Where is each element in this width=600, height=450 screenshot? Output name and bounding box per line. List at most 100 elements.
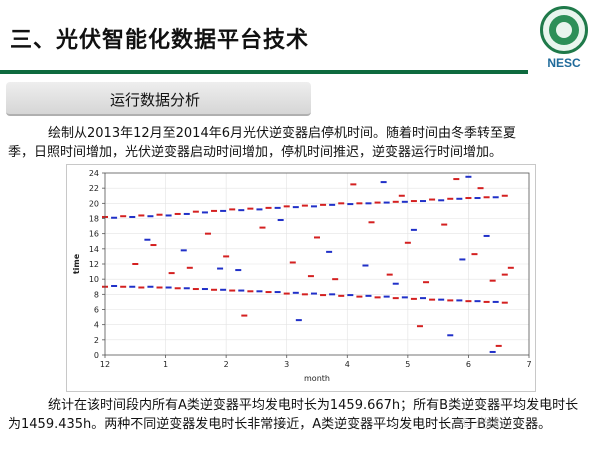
data-point-s0-57	[404, 241, 411, 244]
data-point-s0-22	[501, 194, 508, 197]
y-tick-label-8: 16	[89, 230, 99, 239]
data-point-s1-20	[474, 197, 481, 200]
data-point-s0-43	[465, 300, 472, 303]
intro-line-2: 季，日照时间增加，光伏逆变器启动时间增加，停机时间推迟，逆变器运行时间增加。	[8, 145, 503, 160]
data-point-s1-54	[465, 175, 472, 178]
data-point-s1-28	[220, 288, 227, 291]
x-tick-label-2: 2	[224, 360, 229, 369]
data-point-s0-46	[132, 263, 139, 265]
title-underline	[0, 70, 528, 74]
y-tick-label-2: 4	[94, 321, 99, 330]
summary-line-2: 为1459.435h。两种不同逆变器发电时长非常接近，A类逆变器平均发电时长高于…	[8, 417, 552, 432]
y-axis-label: time	[72, 253, 81, 274]
data-point-s1-30	[256, 290, 263, 293]
data-point-s1-48	[326, 250, 333, 253]
data-point-s0-56	[386, 273, 393, 276]
title-bar: 三、光伏智能化数据平台技术	[0, 0, 600, 74]
data-point-s0-72	[501, 273, 508, 276]
data-point-s1-37	[383, 295, 390, 298]
data-point-s0-39	[392, 297, 399, 300]
data-point-s0-67	[416, 325, 423, 328]
data-point-s1-7	[238, 209, 245, 212]
data-point-s0-13	[338, 202, 345, 205]
data-point-s0-24	[120, 285, 127, 288]
data-point-s0-51	[259, 226, 266, 229]
data-point-s1-27	[201, 288, 208, 291]
data-point-s1-19	[456, 197, 463, 200]
data-point-s1-4	[183, 212, 190, 215]
data-point-s1-18	[438, 199, 445, 202]
data-point-s0-31	[247, 290, 254, 293]
data-point-s0-2	[138, 214, 145, 217]
data-point-s0-19	[447, 197, 454, 200]
data-point-s0-48	[168, 272, 175, 275]
data-point-s0-3	[156, 213, 163, 216]
data-point-s1-10	[292, 206, 299, 209]
data-point-s1-47	[277, 219, 284, 222]
data-point-s1-32	[292, 291, 299, 294]
data-point-s0-26	[156, 286, 163, 289]
data-point-s0-25	[138, 286, 145, 289]
data-point-s1-42	[474, 300, 481, 303]
data-point-s1-13	[347, 203, 354, 206]
y-tick-label-12: 24	[89, 169, 99, 178]
data-point-s0-5	[192, 210, 199, 213]
data-point-s1-34	[329, 293, 336, 296]
data-point-s0-63	[350, 183, 357, 186]
x-tick-label-1: 1	[163, 360, 168, 369]
data-point-s1-26	[183, 287, 190, 290]
data-point-s0-37	[356, 295, 363, 298]
data-point-s0-55	[368, 221, 375, 224]
data-point-s0-52	[289, 261, 296, 264]
intro-line-1: 绘制从2013年12月至2014年6月光伏逆变器启停机时间。随着时间由冬季转至夏	[48, 126, 516, 141]
data-point-s0-64	[453, 178, 460, 181]
nesc-logo: NESC	[536, 6, 592, 74]
data-point-s1-6	[220, 209, 227, 212]
data-point-s1-44	[144, 238, 151, 241]
section-header: 运行数据分析	[6, 82, 311, 116]
data-point-s1-49	[362, 264, 369, 267]
data-point-s1-52	[483, 234, 490, 237]
data-point-s0-29	[211, 288, 218, 291]
x-axis-label: month	[304, 374, 330, 383]
data-point-s1-53	[380, 181, 387, 184]
data-point-s0-14	[356, 202, 363, 205]
data-point-s0-35	[320, 294, 327, 297]
data-point-s1-1	[129, 215, 136, 218]
watermark: © 光伏...	[460, 416, 512, 430]
data-point-s1-5	[201, 211, 208, 214]
data-point-s1-21	[492, 196, 499, 199]
summary-line-1: 统计在该时间段内所有A类逆变器平均发电时长为1459.667h；所有B类逆变器平…	[48, 398, 579, 413]
data-point-s0-8	[247, 207, 254, 210]
x-tick-label-0: 12	[100, 360, 110, 369]
data-point-s0-9	[265, 206, 272, 209]
data-point-s0-21	[483, 196, 490, 199]
data-point-s0-47	[150, 244, 157, 247]
data-point-s1-46	[235, 269, 242, 272]
data-point-s1-8	[256, 208, 263, 211]
data-point-s0-6	[211, 209, 218, 212]
data-point-s1-33	[310, 292, 317, 295]
data-point-s0-27	[174, 287, 181, 290]
data-point-s0-40	[410, 297, 417, 300]
data-point-s0-20	[465, 197, 472, 200]
data-point-s0-28	[192, 288, 199, 291]
data-point-s0-30	[229, 289, 236, 292]
x-tick-label-3: 3	[284, 360, 289, 369]
data-point-s0-17	[410, 200, 417, 203]
data-point-s0-12	[320, 203, 327, 206]
data-point-s0-53	[314, 236, 320, 239]
data-point-s0-70	[307, 275, 314, 278]
y-tick-label-10: 20	[89, 199, 99, 208]
data-point-s1-38	[401, 296, 408, 299]
data-point-s0-66	[241, 314, 248, 317]
data-point-s1-24	[147, 285, 154, 288]
data-point-s0-7	[229, 208, 236, 211]
data-point-s0-68	[495, 344, 502, 347]
data-point-s1-55	[295, 319, 302, 322]
y-tick-label-11: 22	[89, 184, 99, 193]
data-point-s0-45	[501, 301, 508, 304]
data-point-s1-43	[492, 300, 499, 303]
data-point-s0-15	[374, 201, 381, 204]
